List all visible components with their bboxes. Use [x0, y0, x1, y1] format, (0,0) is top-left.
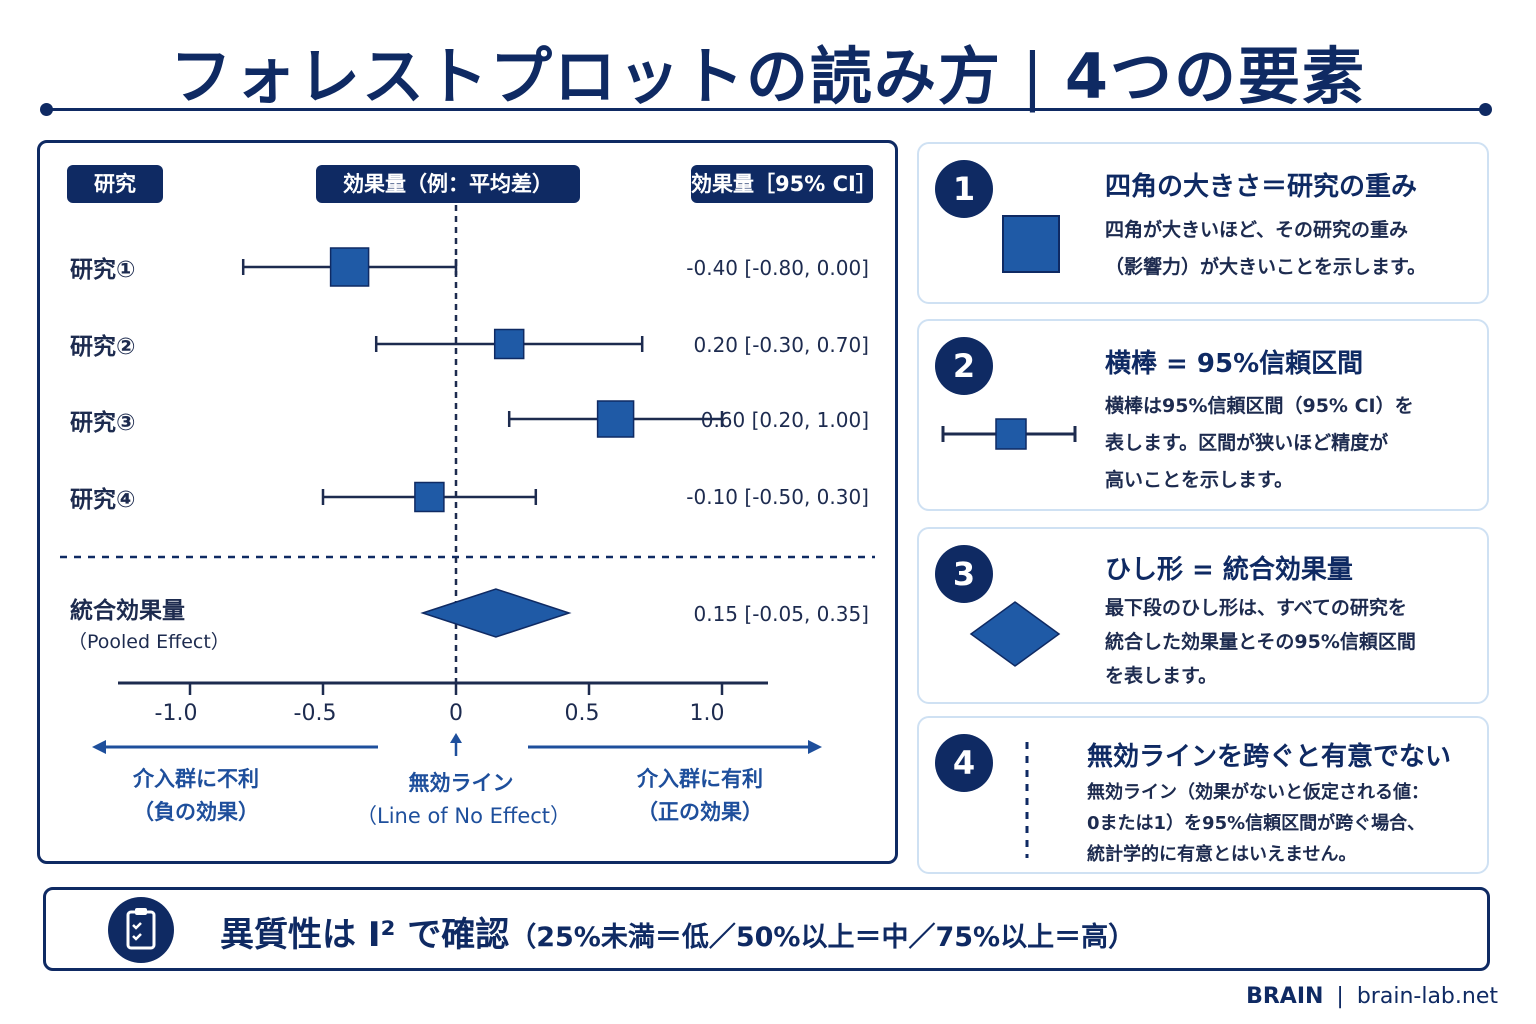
card-body-line: 横棒は95%信頼区間（95% CI）を [1105, 395, 1414, 417]
card-title: ひし形 = 統合効果量 [1105, 555, 1353, 585]
title-main: フォレストプロットの読み方 [169, 40, 1002, 113]
footer-brand: BRAIN [1246, 984, 1324, 1009]
card-body-line: 表します。区間が狭いほど精度が [1105, 432, 1389, 454]
column-header-ci: 効果量［95% CI］ [691, 165, 877, 203]
forest-plot-panel: 研究 効果量（例：平均差） 効果量［95% CI］ 研究① 研究② 研究③ 研究… [37, 140, 898, 864]
card-body-line: を表します。 [1105, 665, 1218, 687]
card-number-badge: 1 [935, 160, 993, 218]
pooled-ci-text: 0.15 [-0.05, 0.35] [693, 602, 870, 626]
forest-plot-svg [60, 205, 875, 756]
card-body-line: 高いことを示します。 [1105, 469, 1294, 491]
heterogeneity-banner: 異質性は I² で確認（25%未満＝低／50%以上＝中／75%以上＝高） [43, 887, 1490, 971]
study-label: 研究④ [70, 487, 136, 513]
card-body-line: 統合した効果量とその95%信頼区間 [1105, 631, 1416, 653]
heterogeneity-detail: （25%未満＝低／50%以上＝中／75%以上＝高） [509, 922, 1136, 953]
card-number-badge: 2 [935, 337, 993, 395]
right-direction-line2: （正の効果） [637, 800, 763, 824]
x-tick-label: -1.0 [154, 701, 198, 726]
card-body: 最下段のひし形は、すべての研究を 統合した効果量とその95%信頼区間 を表します… [1105, 591, 1416, 693]
study-label: 研究③ [70, 410, 136, 436]
study-label: 研究① [70, 257, 136, 283]
card-body-line: 統計学的に有意とはいえません。 [1087, 844, 1357, 865]
card-pooled-diamond: 3 ひし形 = 統合効果量 最下段のひし形は、すべての研究を 統合した効果量とそ… [917, 527, 1489, 704]
ci-text: 0.60 [0.20, 1.00] [700, 408, 869, 432]
page-title: フォレストプロットの読み方 | 4つの要素 [0, 26, 1536, 116]
footer: BRAIN | brain-lab.net [1246, 984, 1498, 1009]
footer-separator: | [1336, 984, 1344, 1009]
left-arrowhead [92, 740, 106, 754]
weight-square-icon [1002, 215, 1060, 273]
ci-text: -0.40 [-0.80, 0.00] [686, 256, 869, 280]
card-confidence-interval: 2 横棒 = 95%信頼区間 横棒は95%信頼区間（95% CI）を 表します。… [917, 319, 1489, 511]
card-body: 横棒は95%信頼区間（95% CI）を 表します。区間が狭いほど精度が 高いこと… [1105, 388, 1414, 499]
x-tick-label: -0.5 [293, 701, 337, 726]
card-body-line: 四角が大きいほど、その研究の重み [1105, 219, 1409, 241]
ci-bar-icon [941, 418, 1077, 450]
left-direction-label: 介入群に不利 （負の効果） [106, 763, 286, 829]
pooled-effect-diamond [420, 588, 572, 638]
left-direction-line1: 介入群に不利 [133, 767, 259, 791]
null-line-icon [1025, 742, 1029, 858]
card-body-line: 0または1）を95%信頼区間が跨ぐ場合、 [1087, 813, 1426, 834]
card-null-line: 4 無効ラインを跨ぐと有意でない 無効ライン（効果がないと仮定される値： 0また… [917, 716, 1489, 874]
title-rule [40, 103, 1492, 116]
ci-text: -0.10 [-0.50, 0.30] [686, 485, 869, 509]
diamond-icon [969, 601, 1061, 667]
card-body-line: 無効ライン（効果がないと仮定される値： [1087, 782, 1429, 803]
card-body-line: （影響力）が大きいことを示します。 [1105, 256, 1427, 278]
right-direction-line1: 介入群に有利 [637, 767, 763, 791]
card-body-line: 最下段のひし形は、すべての研究を [1105, 597, 1407, 619]
card-body: 無効ライン（効果がないと仮定される値： 0または1）を95%信頼区間が跨ぐ場合、… [1087, 777, 1429, 870]
heterogeneity-text: 異質性は I² で確認（25%未満＝低／50%以上＝中／75%以上＝高） [220, 907, 1135, 956]
card-title: 四角の大きさ＝研究の重み [1105, 172, 1418, 202]
x-tick-label: 1.0 [689, 701, 725, 726]
study-weight-square [596, 400, 635, 438]
pooled-label: 統合効果量 [70, 598, 185, 624]
center-direction-line1: 無効ライン [408, 771, 514, 795]
footer-site: brain-lab.net [1356, 984, 1498, 1009]
right-direction-label: 介入群に有利 （正の効果） [610, 763, 790, 829]
heterogeneity-main: 異質性は I² で確認 [220, 915, 510, 955]
center-direction-label: 無効ライン （Line of No Effect） [356, 767, 572, 833]
clipboard-check-icon [108, 897, 174, 963]
null-up-arrowhead [450, 733, 462, 743]
study-weight-square [329, 247, 370, 287]
right-arrowhead [808, 740, 822, 754]
column-header-study: 研究 [67, 165, 163, 203]
study-weight-square [414, 481, 445, 513]
x-tick-label: 0 [449, 701, 463, 726]
column-header-effect: 効果量（例：平均差） [316, 165, 580, 203]
pooled-sublabel: （Pooled Effect） [68, 631, 230, 653]
study-label: 研究② [70, 334, 136, 360]
center-direction-line2: （Line of No Effect） [356, 804, 572, 828]
title-separator: | [1021, 40, 1045, 113]
card-title: 横棒 = 95%信頼区間 [1105, 349, 1364, 379]
title-sub: 4つの要素 [1064, 40, 1367, 113]
ci-text: 0.20 [-0.30, 0.70] [693, 333, 870, 357]
card-body: 四角が大きいほど、その研究の重み （影響力）が大きいことを示します。 [1105, 212, 1426, 286]
study-weight-square [493, 328, 525, 360]
left-direction-line2: （負の効果） [133, 800, 259, 824]
x-tick-label: 0.5 [564, 701, 600, 726]
card-number-badge: 4 [935, 734, 993, 792]
card-number-badge: 3 [935, 545, 993, 603]
card-square-weight: 1 四角の大きさ＝研究の重み 四角が大きいほど、その研究の重み （影響力）が大き… [917, 142, 1489, 304]
card-title: 無効ラインを跨ぐと有意でない [1087, 742, 1452, 772]
